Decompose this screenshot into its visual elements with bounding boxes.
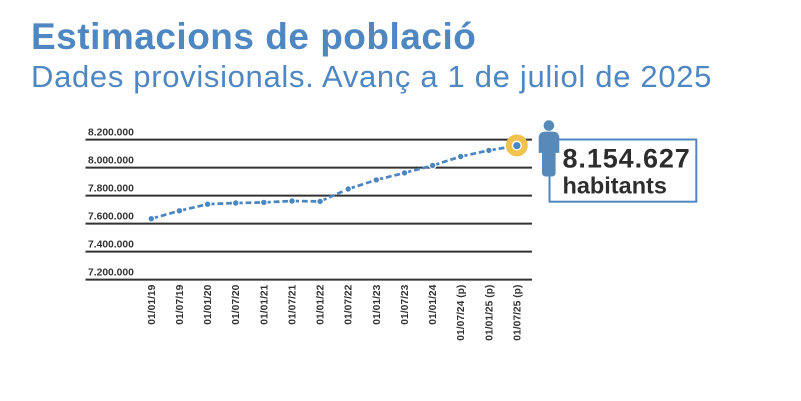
svg-text:01/01/19: 01/01/19 [147, 284, 158, 324]
svg-text:8.000.000: 8.000.000 [88, 156, 134, 167]
svg-text:01/01/25 (p): 01/01/25 (p) [484, 285, 495, 341]
svg-text:01/01/21: 01/01/21 [259, 284, 270, 324]
svg-text:01/07/23: 01/07/23 [400, 284, 411, 324]
svg-text:01/01/23: 01/01/23 [372, 284, 383, 324]
svg-text:01/07/22: 01/07/22 [344, 284, 355, 324]
svg-text:01/07/25 (p): 01/07/25 (p) [513, 285, 524, 341]
svg-text:01/01/24: 01/01/24 [428, 284, 439, 324]
svg-text:7.800.000: 7.800.000 [88, 184, 134, 195]
svg-text:01/01/20: 01/01/20 [203, 284, 214, 324]
svg-text:01/01/22: 01/01/22 [316, 284, 327, 324]
svg-text:8.154.627: 8.154.627 [563, 144, 691, 174]
svg-text:habitants: habitants [563, 173, 667, 199]
svg-text:8.200.000: 8.200.000 [88, 128, 134, 139]
svg-text:01/07/21: 01/07/21 [288, 284, 299, 324]
svg-text:7.200.000: 7.200.000 [88, 268, 134, 279]
svg-text:7.400.000: 7.400.000 [88, 240, 134, 251]
svg-text:7.600.000: 7.600.000 [88, 212, 134, 223]
svg-text:01/07/24 (p): 01/07/24 (p) [456, 285, 467, 341]
svg-text:01/07/19: 01/07/19 [175, 284, 186, 324]
svg-text:01/07/20: 01/07/20 [231, 284, 242, 324]
